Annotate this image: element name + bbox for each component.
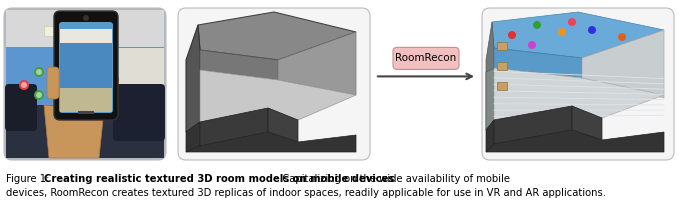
Circle shape	[19, 80, 29, 90]
Circle shape	[21, 82, 27, 88]
Bar	[60, 88, 112, 112]
Polygon shape	[572, 106, 602, 140]
Circle shape	[86, 89, 92, 95]
Circle shape	[568, 18, 576, 26]
Polygon shape	[494, 48, 582, 78]
FancyBboxPatch shape	[5, 84, 37, 131]
FancyBboxPatch shape	[482, 8, 674, 160]
Polygon shape	[268, 108, 298, 142]
Polygon shape	[486, 120, 494, 152]
Polygon shape	[186, 25, 200, 132]
Circle shape	[558, 28, 566, 36]
Polygon shape	[486, 22, 494, 130]
Bar	[497, 62, 507, 70]
Circle shape	[508, 31, 516, 39]
Circle shape	[34, 90, 44, 100]
Text: RoomRecon: RoomRecon	[395, 53, 457, 63]
Polygon shape	[494, 68, 664, 120]
Polygon shape	[494, 106, 572, 144]
Circle shape	[618, 33, 626, 41]
FancyBboxPatch shape	[54, 11, 118, 120]
Circle shape	[528, 41, 536, 49]
Bar	[116, 48, 164, 120]
Circle shape	[49, 75, 59, 85]
Polygon shape	[492, 12, 664, 58]
Text: : Capitalizing on the wide availability of mobile: : Capitalizing on the wide availability …	[275, 174, 509, 184]
Circle shape	[94, 80, 104, 90]
Polygon shape	[200, 108, 268, 146]
Circle shape	[36, 92, 42, 98]
Circle shape	[66, 87, 72, 93]
Polygon shape	[278, 32, 356, 95]
Circle shape	[83, 15, 89, 21]
Bar	[497, 82, 507, 90]
Polygon shape	[486, 68, 494, 130]
Bar	[6, 47, 164, 105]
Polygon shape	[186, 122, 200, 152]
Circle shape	[59, 63, 69, 73]
Bar	[60, 43, 112, 88]
Circle shape	[533, 21, 541, 29]
Bar	[60, 29, 112, 43]
Circle shape	[51, 77, 57, 83]
Polygon shape	[44, 105, 104, 158]
Polygon shape	[200, 70, 356, 122]
Circle shape	[96, 82, 102, 88]
Polygon shape	[486, 130, 664, 152]
Polygon shape	[200, 50, 278, 80]
Circle shape	[64, 85, 74, 95]
Bar	[6, 10, 164, 48]
FancyBboxPatch shape	[178, 8, 370, 160]
FancyBboxPatch shape	[393, 47, 459, 69]
Circle shape	[588, 26, 596, 34]
FancyBboxPatch shape	[59, 22, 113, 113]
FancyBboxPatch shape	[47, 67, 59, 99]
Circle shape	[34, 67, 44, 77]
Circle shape	[36, 69, 42, 75]
Text: Creating realistic textured 3D room models on mobile devices: Creating realistic textured 3D room mode…	[44, 174, 395, 184]
Polygon shape	[582, 30, 664, 98]
Circle shape	[643, 38, 651, 46]
Text: devices, RoomRecon creates textured 3D replicas of indoor spaces, readily applic: devices, RoomRecon creates textured 3D r…	[6, 188, 606, 198]
Polygon shape	[198, 12, 356, 60]
Text: Figure 1:: Figure 1:	[6, 174, 52, 184]
Bar	[78, 111, 94, 114]
Circle shape	[111, 77, 117, 83]
Circle shape	[61, 65, 67, 71]
Bar	[497, 42, 507, 50]
Circle shape	[109, 75, 119, 85]
Bar	[6, 105, 164, 158]
Circle shape	[84, 87, 94, 97]
Circle shape	[79, 70, 89, 80]
Circle shape	[81, 72, 87, 78]
FancyBboxPatch shape	[113, 84, 165, 141]
Polygon shape	[186, 132, 356, 152]
FancyBboxPatch shape	[4, 8, 166, 160]
Bar	[44, 26, 84, 36]
